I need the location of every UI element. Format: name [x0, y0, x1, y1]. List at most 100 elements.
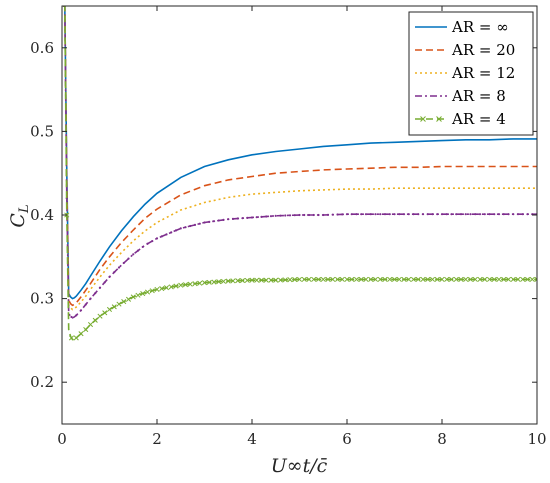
- series-5-marker: [116, 301, 122, 307]
- series-4-marker: [360, 213, 363, 216]
- series-4-marker: [398, 213, 401, 216]
- y-tick-label: 0.6: [30, 39, 54, 57]
- series-5-marker: [496, 276, 502, 282]
- series-5-marker: [140, 291, 146, 297]
- series-5-marker: [273, 277, 279, 283]
- series-5-marker: [225, 278, 231, 284]
- series-5-marker: [220, 278, 227, 284]
- series-4-marker: [260, 215, 263, 218]
- series-5-marker: [453, 276, 459, 282]
- series-5-marker: [396, 276, 402, 282]
- series-5-marker: [391, 276, 398, 282]
- legend-marker: [420, 116, 426, 122]
- legend-label-4: AR = 8: [451, 87, 506, 105]
- series-4-marker: [383, 213, 387, 216]
- series-4-marker: [412, 213, 415, 216]
- series-4-marker: [141, 245, 144, 249]
- series-5-marker: [444, 276, 450, 282]
- series-5-marker: [401, 276, 407, 282]
- series-4-marker: [108, 275, 111, 278]
- svg-text:CL: CL: [7, 204, 32, 227]
- series-4-marker: [345, 213, 349, 216]
- series-4-marker: [184, 226, 187, 229]
- series-4-marker: [341, 213, 344, 216]
- series-4-marker: [455, 213, 458, 216]
- series-5-marker: [97, 313, 103, 319]
- y-axis-label-subscript: L: [17, 204, 32, 214]
- series-5-marker: [125, 296, 132, 302]
- series-4-marker: [174, 229, 178, 232]
- series-5-marker: [353, 276, 360, 282]
- series-4-marker: [151, 239, 154, 243]
- series-5-marker: [520, 276, 526, 282]
- series-5-marker: [510, 276, 516, 282]
- series-5-marker: [258, 277, 265, 283]
- series-4-marker: [84, 303, 87, 306]
- series-5-marker: [325, 276, 331, 282]
- series-5-marker: [287, 277, 293, 283]
- series-4-marker: [493, 213, 496, 216]
- series-5-marker: [282, 277, 288, 283]
- axes-layer: 0 2 4 6 8 10 0.2 0.3 0.4 0.5 0.6: [30, 5, 547, 448]
- series-4-marker: [212, 220, 216, 223]
- series-5-marker: [363, 276, 369, 282]
- series-4-marker: [478, 213, 482, 216]
- series-4-marker: [75, 314, 78, 317]
- series-5-marker: [144, 289, 151, 295]
- series-5-marker: [78, 331, 84, 337]
- series-4-marker: [265, 215, 268, 218]
- series-4-marker: [507, 213, 510, 216]
- series-4-marker: [326, 213, 330, 216]
- series-4-marker: [331, 213, 334, 216]
- series-4-marker: [198, 222, 201, 225]
- series-4-marker: [231, 217, 235, 220]
- series-5-marker: [73, 335, 79, 341]
- series-4-marker: [450, 213, 453, 216]
- series-5-marker: [206, 279, 212, 285]
- series-4-marker: [193, 223, 197, 226]
- series-5-marker: [306, 276, 312, 282]
- series-5-marker: [277, 277, 284, 283]
- series-5-marker: [235, 278, 241, 284]
- series-4-marker: [526, 213, 529, 216]
- series-4-marker: [488, 213, 491, 216]
- series-4-marker: [284, 214, 287, 217]
- series-5-marker: [425, 276, 431, 282]
- x-tick-label: 8: [437, 430, 447, 448]
- series-5-marker: [239, 277, 246, 284]
- series-5-marker: [439, 276, 445, 282]
- series-5-marker: [534, 276, 537, 282]
- series-4-marker: [189, 224, 192, 228]
- series-4-marker: [103, 281, 106, 284]
- series-4-marker: [208, 220, 211, 223]
- series-4-marker: [464, 213, 467, 216]
- series-4-marker: [417, 213, 420, 216]
- series-5-marker: [524, 276, 531, 282]
- series-4-marker: [70, 315, 73, 319]
- series-5-marker: [372, 276, 379, 282]
- series-4-marker: [364, 213, 368, 216]
- x-tick-label: 6: [342, 430, 352, 448]
- series-4-marker: [279, 214, 282, 217]
- series-5-marker: [216, 279, 222, 285]
- series-4-marker: [379, 213, 382, 216]
- series-layer: [63, 6, 537, 341]
- series-5-marker: [301, 276, 307, 282]
- series-5-marker: [482, 276, 488, 282]
- series-5-marker: [472, 276, 478, 282]
- series-4-marker: [89, 297, 92, 300]
- series-5-marker: [358, 276, 364, 282]
- x-tick-label: 2: [152, 430, 162, 448]
- legend-marker: [436, 116, 442, 122]
- series-5-marker: [410, 276, 417, 282]
- x-tick-label: 0: [57, 430, 67, 448]
- series-5-marker: [334, 276, 341, 282]
- y-axis-label-group: CL: [7, 204, 32, 227]
- series-5-marker: [315, 276, 322, 282]
- series-5-marker: [201, 280, 208, 286]
- series-4-marker: [79, 309, 83, 312]
- series-5-marker: [467, 276, 474, 282]
- y-tick-label: 0.2: [30, 373, 54, 391]
- series-5-marker: [415, 276, 421, 282]
- series-4-marker: [474, 213, 477, 216]
